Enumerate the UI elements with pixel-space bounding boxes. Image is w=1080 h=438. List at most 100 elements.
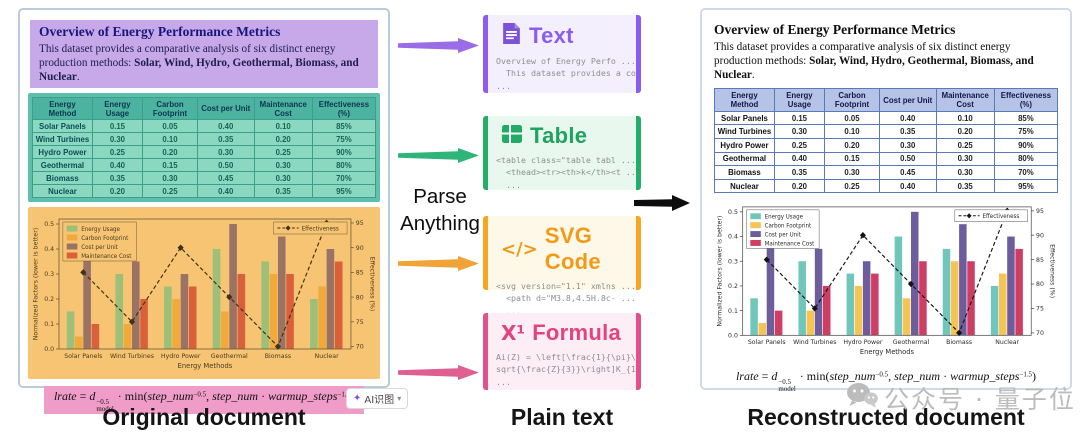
table-cell: 0.25: [773, 137, 825, 153]
energy-metrics-table: Energy Method Energy Usage Carbon Footprin…: [714, 88, 1059, 194]
table-cell: 0.35: [196, 132, 255, 147]
table-cell: 0.40: [196, 184, 255, 199]
arrow-to-reconstruction-icon: [634, 195, 690, 211]
arrow-to-formula-icon: [398, 365, 479, 380]
wechat-icon: [846, 382, 878, 414]
table-cell: 0.40: [91, 158, 143, 173]
table-header-cell: Energy Method: [32, 97, 93, 121]
table-cell: 0.30: [935, 165, 995, 180]
table-cell: 0.35: [91, 171, 143, 186]
formula-extract-card: X¹ Formula Ai(Z) = \left[\frac{1}{\pi}\ …: [483, 313, 641, 390]
original-document-panel: Overview of Energy Performance Metrics T…: [18, 8, 390, 415]
document-paragraph: This dataset provides a comparative anal…: [39, 42, 369, 84]
svg-text:Carbon Footprint: Carbon Footprint: [81, 236, 129, 242]
table-cell: 0.45: [196, 171, 255, 186]
formula-card-title: Formula: [532, 320, 622, 345]
svg-text:Effectiveness: Effectiveness: [983, 214, 1020, 220]
paragraph-prefix: This dataset provides a comparative anal…: [714, 40, 1011, 67]
header-highlight-block: Overview of Energy Performance Metrics T…: [30, 20, 378, 89]
svg-text:0.1: 0.1: [44, 320, 54, 328]
table-cell: 0.40: [878, 110, 937, 126]
table-extract-code: <table class="table tabl ... <thead><tr>…: [496, 155, 641, 190]
table-cell: Nuclear: [32, 184, 93, 199]
svg-text:Wind Turbines: Wind Turbines: [110, 352, 155, 360]
table-cell: 0.05: [141, 119, 198, 134]
table-cell: 0.20: [253, 132, 313, 147]
paragraph-prefix: This dataset provides a comparative anal…: [39, 42, 336, 69]
formula-icon: X¹: [501, 321, 526, 345]
table-cell: 0.35: [253, 184, 313, 199]
svg-text:75: 75: [356, 318, 364, 326]
table-cell: 0.05: [823, 110, 880, 126]
reconstructed-chart-block: Solar Panels Wind Turbines Hydro Power Geot…: [714, 197, 1058, 364]
table-cell: 0.25: [91, 145, 143, 160]
table-cell: 0.50: [878, 151, 937, 167]
svg-text:95: 95: [1036, 208, 1044, 215]
text-extract-card: Text Overview of Energy Perfo ... This d…: [483, 15, 641, 93]
table-extract-card: Table <table class="table tabl ... <thea…: [483, 116, 641, 190]
svg-text:70: 70: [356, 343, 364, 351]
table-header-cell: Energy Method: [714, 88, 775, 112]
ai-button-label: AI识图: [364, 395, 395, 406]
ai-recognize-button[interactable]: ✦ AI识图 ▾: [346, 388, 409, 409]
table-cell: 80%: [993, 151, 1059, 167]
table-cell: 0.30: [878, 137, 937, 153]
table-row: Solar Panels 0.15 0.05 0.40 0.10 85%: [32, 119, 377, 134]
svg-text:Hydro Power: Hydro Power: [161, 352, 201, 360]
svg-text:95: 95: [356, 219, 364, 227]
table-cell: Solar Panels: [714, 110, 775, 126]
table-row: Biomass 0.35 0.30 0.45 0.30 70%: [32, 171, 377, 186]
reconstructed-document-panel: Overview of Energy Performance Metrics T…: [700, 8, 1072, 393]
table-row: Biomass 0.35 0.30 0.45 0.30 70%: [714, 165, 1059, 180]
table-cell: 0.30: [935, 151, 995, 167]
table-cell: 0.15: [773, 110, 825, 126]
table-cell: 85%: [993, 110, 1059, 126]
table-cell: 70%: [311, 171, 377, 186]
svg-text:Normalized Factors (lower is b: Normalized Factors (lower is better): [33, 228, 40, 341]
formula-highlight-block: lrate = d −0.5 model · min(step_num−0.5, s…: [43, 386, 365, 415]
svg-text:Nuclear: Nuclear: [315, 352, 339, 360]
table-cell: 0.25: [935, 137, 995, 153]
svg-text:Effectiveness (%): Effectiveness (%): [368, 257, 375, 312]
svg-text:0.5: 0.5: [44, 220, 54, 228]
table-cell: Biomass: [32, 171, 93, 186]
watermark-text: 公众号 · 量子位: [884, 385, 1076, 414]
table-cell: 90%: [993, 137, 1059, 153]
svg-text:Biomass: Biomass: [946, 340, 972, 347]
text-card-title: Text: [529, 23, 574, 48]
table-cell: 0.10: [253, 119, 313, 134]
label-original-document: Original document: [102, 404, 306, 430]
code-icon: </>: [501, 238, 538, 260]
table-cell: 0.30: [141, 171, 198, 186]
paragraph-suffix: .: [76, 71, 80, 84]
table-cell: 0.40: [196, 119, 255, 134]
table-header-cell: Cost per Unit: [196, 97, 255, 121]
table-cell: 0.20: [935, 124, 995, 139]
document-icon: [501, 22, 522, 50]
chart-highlight-block: Solar Panels Wind Turbines Hydro Power Geot…: [28, 207, 380, 380]
reconstructed-formula-block: lrate = d −0.5 model · min(step_num−0.5, s…: [714, 369, 1058, 393]
table-row: Hydro Power 0.25 0.20 0.30 0.25 90%: [32, 145, 377, 160]
table-cell: 0.15: [823, 151, 880, 167]
table-cell: Solar Panels: [32, 119, 93, 134]
table-cell: 0.30: [196, 145, 255, 160]
svg-text:0.2: 0.2: [44, 295, 54, 303]
energy-metrics-table: Energy Method Energy Usage Carbon Footprin…: [32, 97, 377, 199]
paragraph-suffix: .: [751, 69, 755, 82]
table-cell: 0.25: [823, 178, 880, 194]
reconstructed-table-block: Energy Method Energy Usage Carbon Footprin…: [714, 88, 1059, 194]
table-header-cell: Energy Usage: [91, 97, 143, 121]
table-header-row: Energy Method Energy Usage Carbon Footprin…: [714, 88, 1059, 112]
table-row: Geothermal 0.40 0.15 0.50 0.30 80%: [32, 158, 377, 173]
table-row: Hydro Power 0.25 0.20 0.30 0.25 90%: [714, 137, 1059, 153]
table-header-cell: Effectiveness (%): [993, 88, 1059, 112]
svg-text:Energy Usage: Energy Usage: [81, 227, 120, 233]
table-cell: 0.35: [878, 124, 937, 139]
table-cell: Geothermal: [32, 158, 93, 173]
svg-text:75: 75: [1036, 306, 1044, 313]
table-header-cell: Cost per Unit: [878, 88, 937, 112]
table-header-cell: Carbon Footprint: [823, 88, 880, 112]
svg-text:Effectiveness (%): Effectiveness (%): [1048, 244, 1055, 298]
paragraph-bold: Solar, Wind, Hydro, Geothermal, Biomass,…: [39, 56, 359, 84]
svg-text:70: 70: [1036, 330, 1044, 337]
